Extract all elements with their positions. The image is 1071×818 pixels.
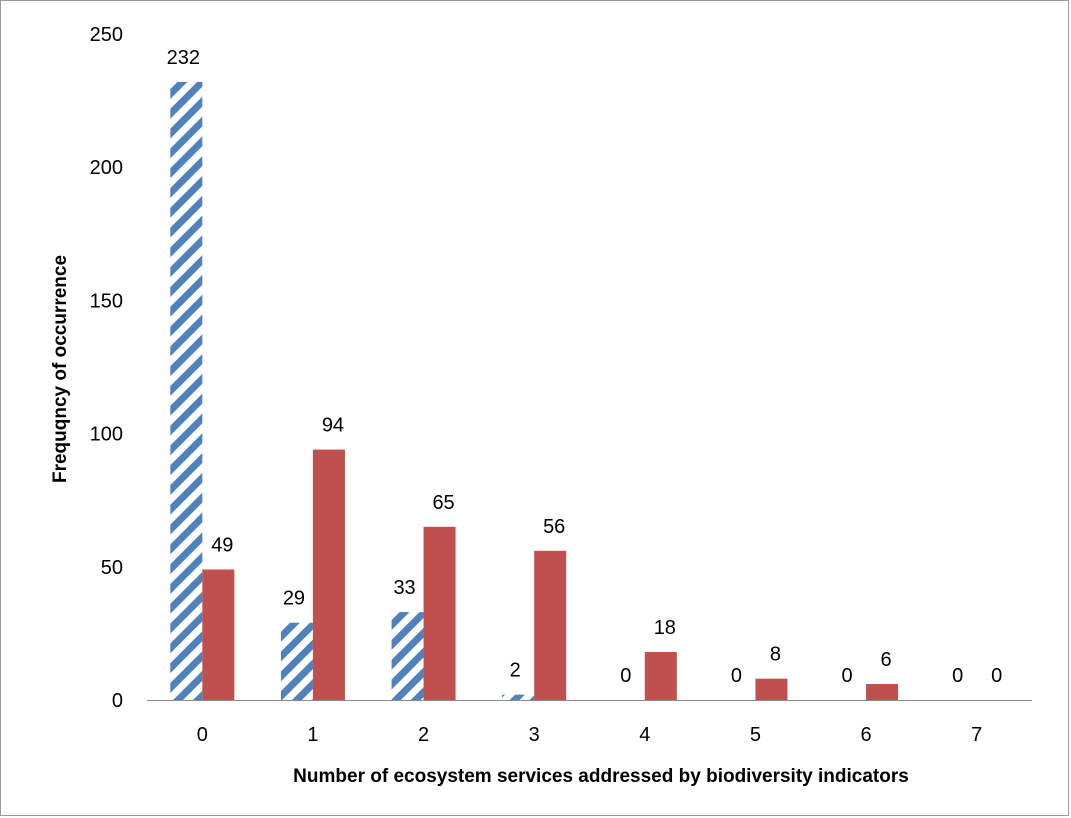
bar-series2-cat-0 [202,569,235,700]
bar-series2-cat-2 [423,526,456,700]
data-label-series1-cat-4: 0 [620,665,631,687]
data-labels: 232 29 33 2 0 0 0 0 49 94 65 56 18 8 6 0 [167,47,1003,687]
y-axis: 0 50 100 150 200 250 [90,24,123,712]
y-tick-label-200: 200 [90,157,123,179]
x-axis-title: Number of ecosystem services addressed b… [293,766,909,787]
data-label-series1-cat-7: 0 [952,665,963,687]
bar-series1-cat-0 [170,81,203,700]
x-tick-label-1: 1 [307,724,318,746]
data-label-series2-cat-6: 6 [881,649,892,671]
data-label-series1-cat-5: 0 [731,665,742,687]
bar-series2-cat-4 [644,652,677,700]
bar-series1-cat-3 [502,694,535,700]
y-axis-title: Frequqncy of occurrence [50,255,71,483]
bar-series2-cat-1 [312,449,345,700]
x-tick-label-7: 7 [971,724,982,746]
bar-series2-cat-6 [866,684,899,700]
bar-series1-cat-1 [280,622,313,700]
bar-series1-cat-2 [391,612,424,700]
y-tick-label-50: 50 [101,557,123,579]
x-tick-label-4: 4 [639,724,650,746]
x-axis: 0 1 2 3 4 5 6 7 [147,700,1032,746]
bar-series2-cat-5 [755,678,788,700]
y-tick-label-0: 0 [112,690,123,712]
data-label-series2-cat-5: 8 [770,644,781,666]
x-tick-label-3: 3 [529,724,540,746]
bar-series2-cat-3 [534,550,567,700]
data-label-series1-cat-2: 33 [393,577,415,599]
data-label-series2-cat-7: 0 [991,665,1002,687]
data-label-series1-cat-1: 29 [283,588,305,610]
plot-area [170,81,899,700]
data-label-series2-cat-1: 94 [322,415,344,437]
y-tick-label-100: 100 [90,424,123,446]
data-label-series2-cat-4: 18 [654,617,676,639]
y-tick-label-250: 250 [90,24,123,46]
x-tick-label-0: 0 [197,724,208,746]
data-label-series2-cat-2: 65 [432,492,454,514]
data-label-series1-cat-6: 0 [842,665,853,687]
x-tick-label-5: 5 [750,724,761,746]
data-label-series2-cat-0: 49 [211,534,233,556]
y-tick-label-150: 150 [90,290,123,312]
data-label-series1-cat-0: 232 [167,47,200,69]
data-label-series1-cat-3: 2 [510,660,521,682]
x-tick-label-2: 2 [418,724,429,746]
data-label-series2-cat-3: 56 [543,516,565,538]
x-tick-label-6: 6 [861,724,872,746]
